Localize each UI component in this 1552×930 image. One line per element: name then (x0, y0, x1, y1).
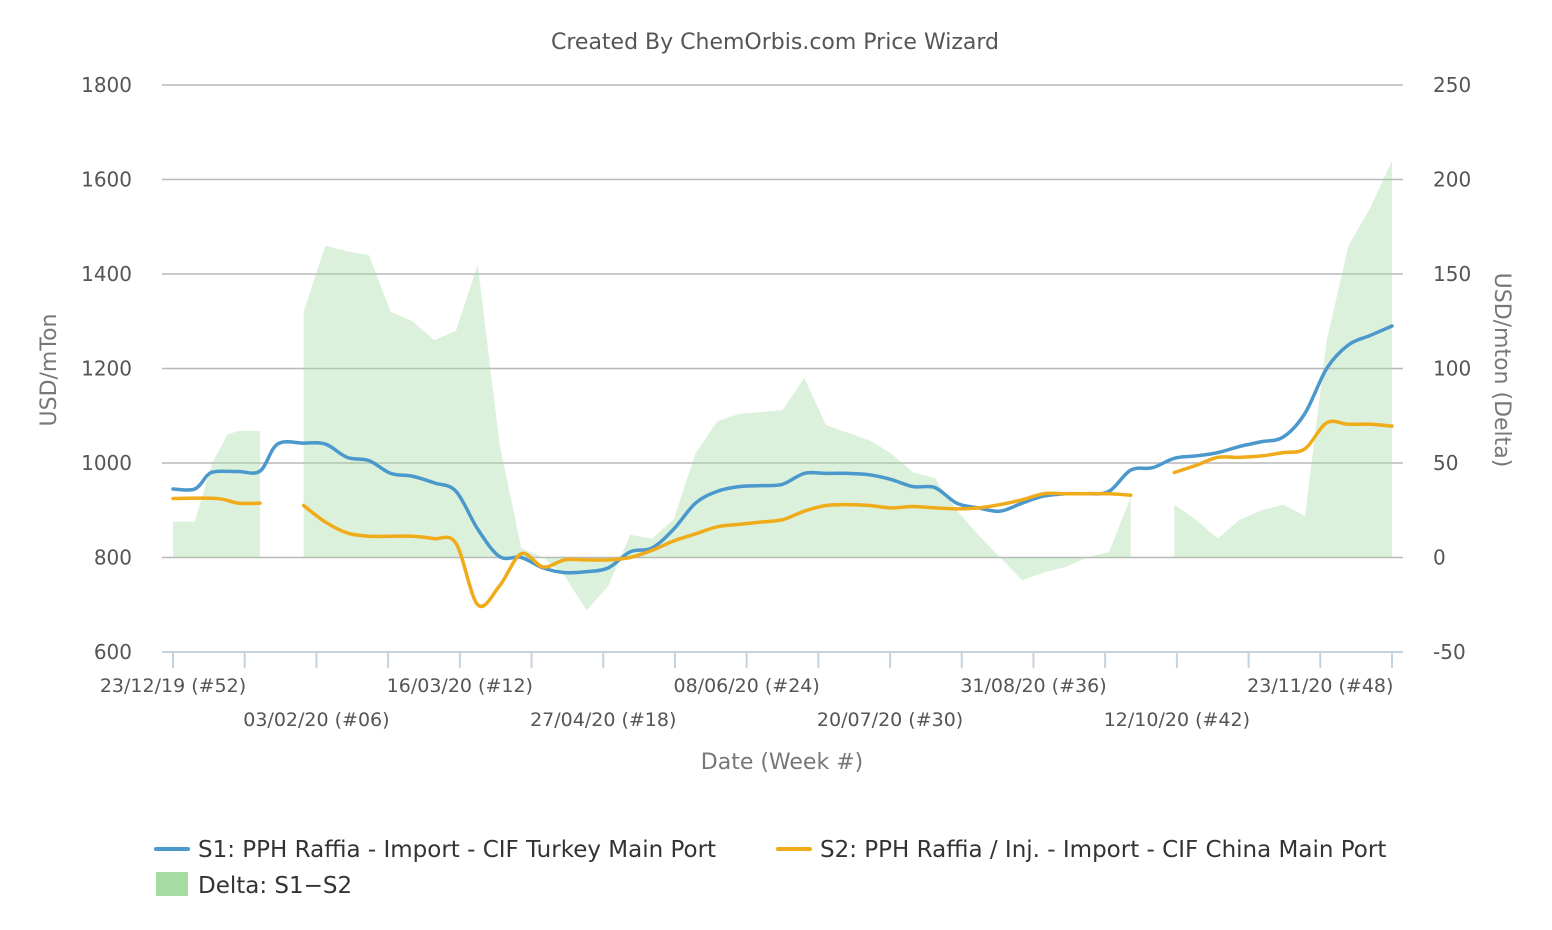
y-tick-label: 1000 (81, 451, 132, 475)
y2-tick-label: 250 (1433, 73, 1471, 97)
x-tick-label: 27/04/20 (#18) (530, 709, 676, 731)
x-tick-label: 08/06/20 (#24) (673, 675, 819, 697)
y2-tick-label: 200 (1433, 168, 1471, 192)
y-tick-label: 800 (94, 546, 132, 570)
grid-layer (162, 84, 1403, 559)
x-tick-label: 31/08/20 (#36) (960, 675, 1106, 697)
y-tick-label: 1400 (81, 262, 132, 286)
y2-axis-title: USD/mton (Delta) (1489, 273, 1514, 468)
x-tick-label: 12/10/20 (#42) (1104, 709, 1250, 731)
legend-delta-label[interactable]: Delta: S1−S2 (198, 873, 352, 899)
y-tick-label: 1600 (81, 168, 132, 192)
x-tick-label: 03/02/20 (#06) (243, 709, 389, 731)
y2-tick-label: 0 (1433, 546, 1446, 570)
s2-line (171, 496, 262, 506)
y-tick-label: 600 (94, 640, 132, 664)
delta-area (173, 430, 261, 558)
x-tick-label: 20/07/20 (#30) (817, 709, 963, 731)
x-tick-label: 23/11/20 (#48) (1247, 675, 1393, 697)
y-tick-label: 1800 (81, 73, 132, 97)
delta-area-layer (173, 160, 1392, 611)
axis-layer: 600 800 1000 1200 1400 1600 1800 -50 0 50 100 150 20… (81, 73, 1471, 731)
legend-delta-swatch (156, 872, 188, 896)
x-tick-label: 16/03/20 (#12) (387, 675, 533, 697)
s1-line (171, 324, 1394, 575)
x-axis-title: Date (Week #) (701, 750, 863, 775)
delta-area (303, 245, 1131, 611)
x-tick-label: 23/12/19 (#52) (100, 675, 246, 697)
y2-tick-label: 50 (1433, 451, 1458, 475)
y2-tick-label: -50 (1433, 640, 1466, 664)
line-layer (171, 324, 1394, 609)
y-axis-title: USD/mTon (37, 314, 62, 427)
legend: S1: PPH Raffia - Import - CIF Turkey Mai… (154, 837, 1386, 899)
y-tick-label: 1200 (81, 357, 132, 381)
s2-line (1172, 419, 1394, 475)
legend-s2-label[interactable]: S2: PPH Raffia / Inj. - Import - CIF Chi… (820, 837, 1386, 863)
delta-area (1174, 160, 1392, 558)
s2-line (301, 491, 1133, 609)
y2-tick-label: 150 (1433, 262, 1471, 286)
y2-tick-label: 100 (1433, 357, 1471, 381)
chart-title: Created By ChemOrbis.com Price Wizard (551, 30, 999, 55)
legend-s1-label[interactable]: S1: PPH Raffia - Import - CIF Turkey Mai… (198, 837, 716, 863)
